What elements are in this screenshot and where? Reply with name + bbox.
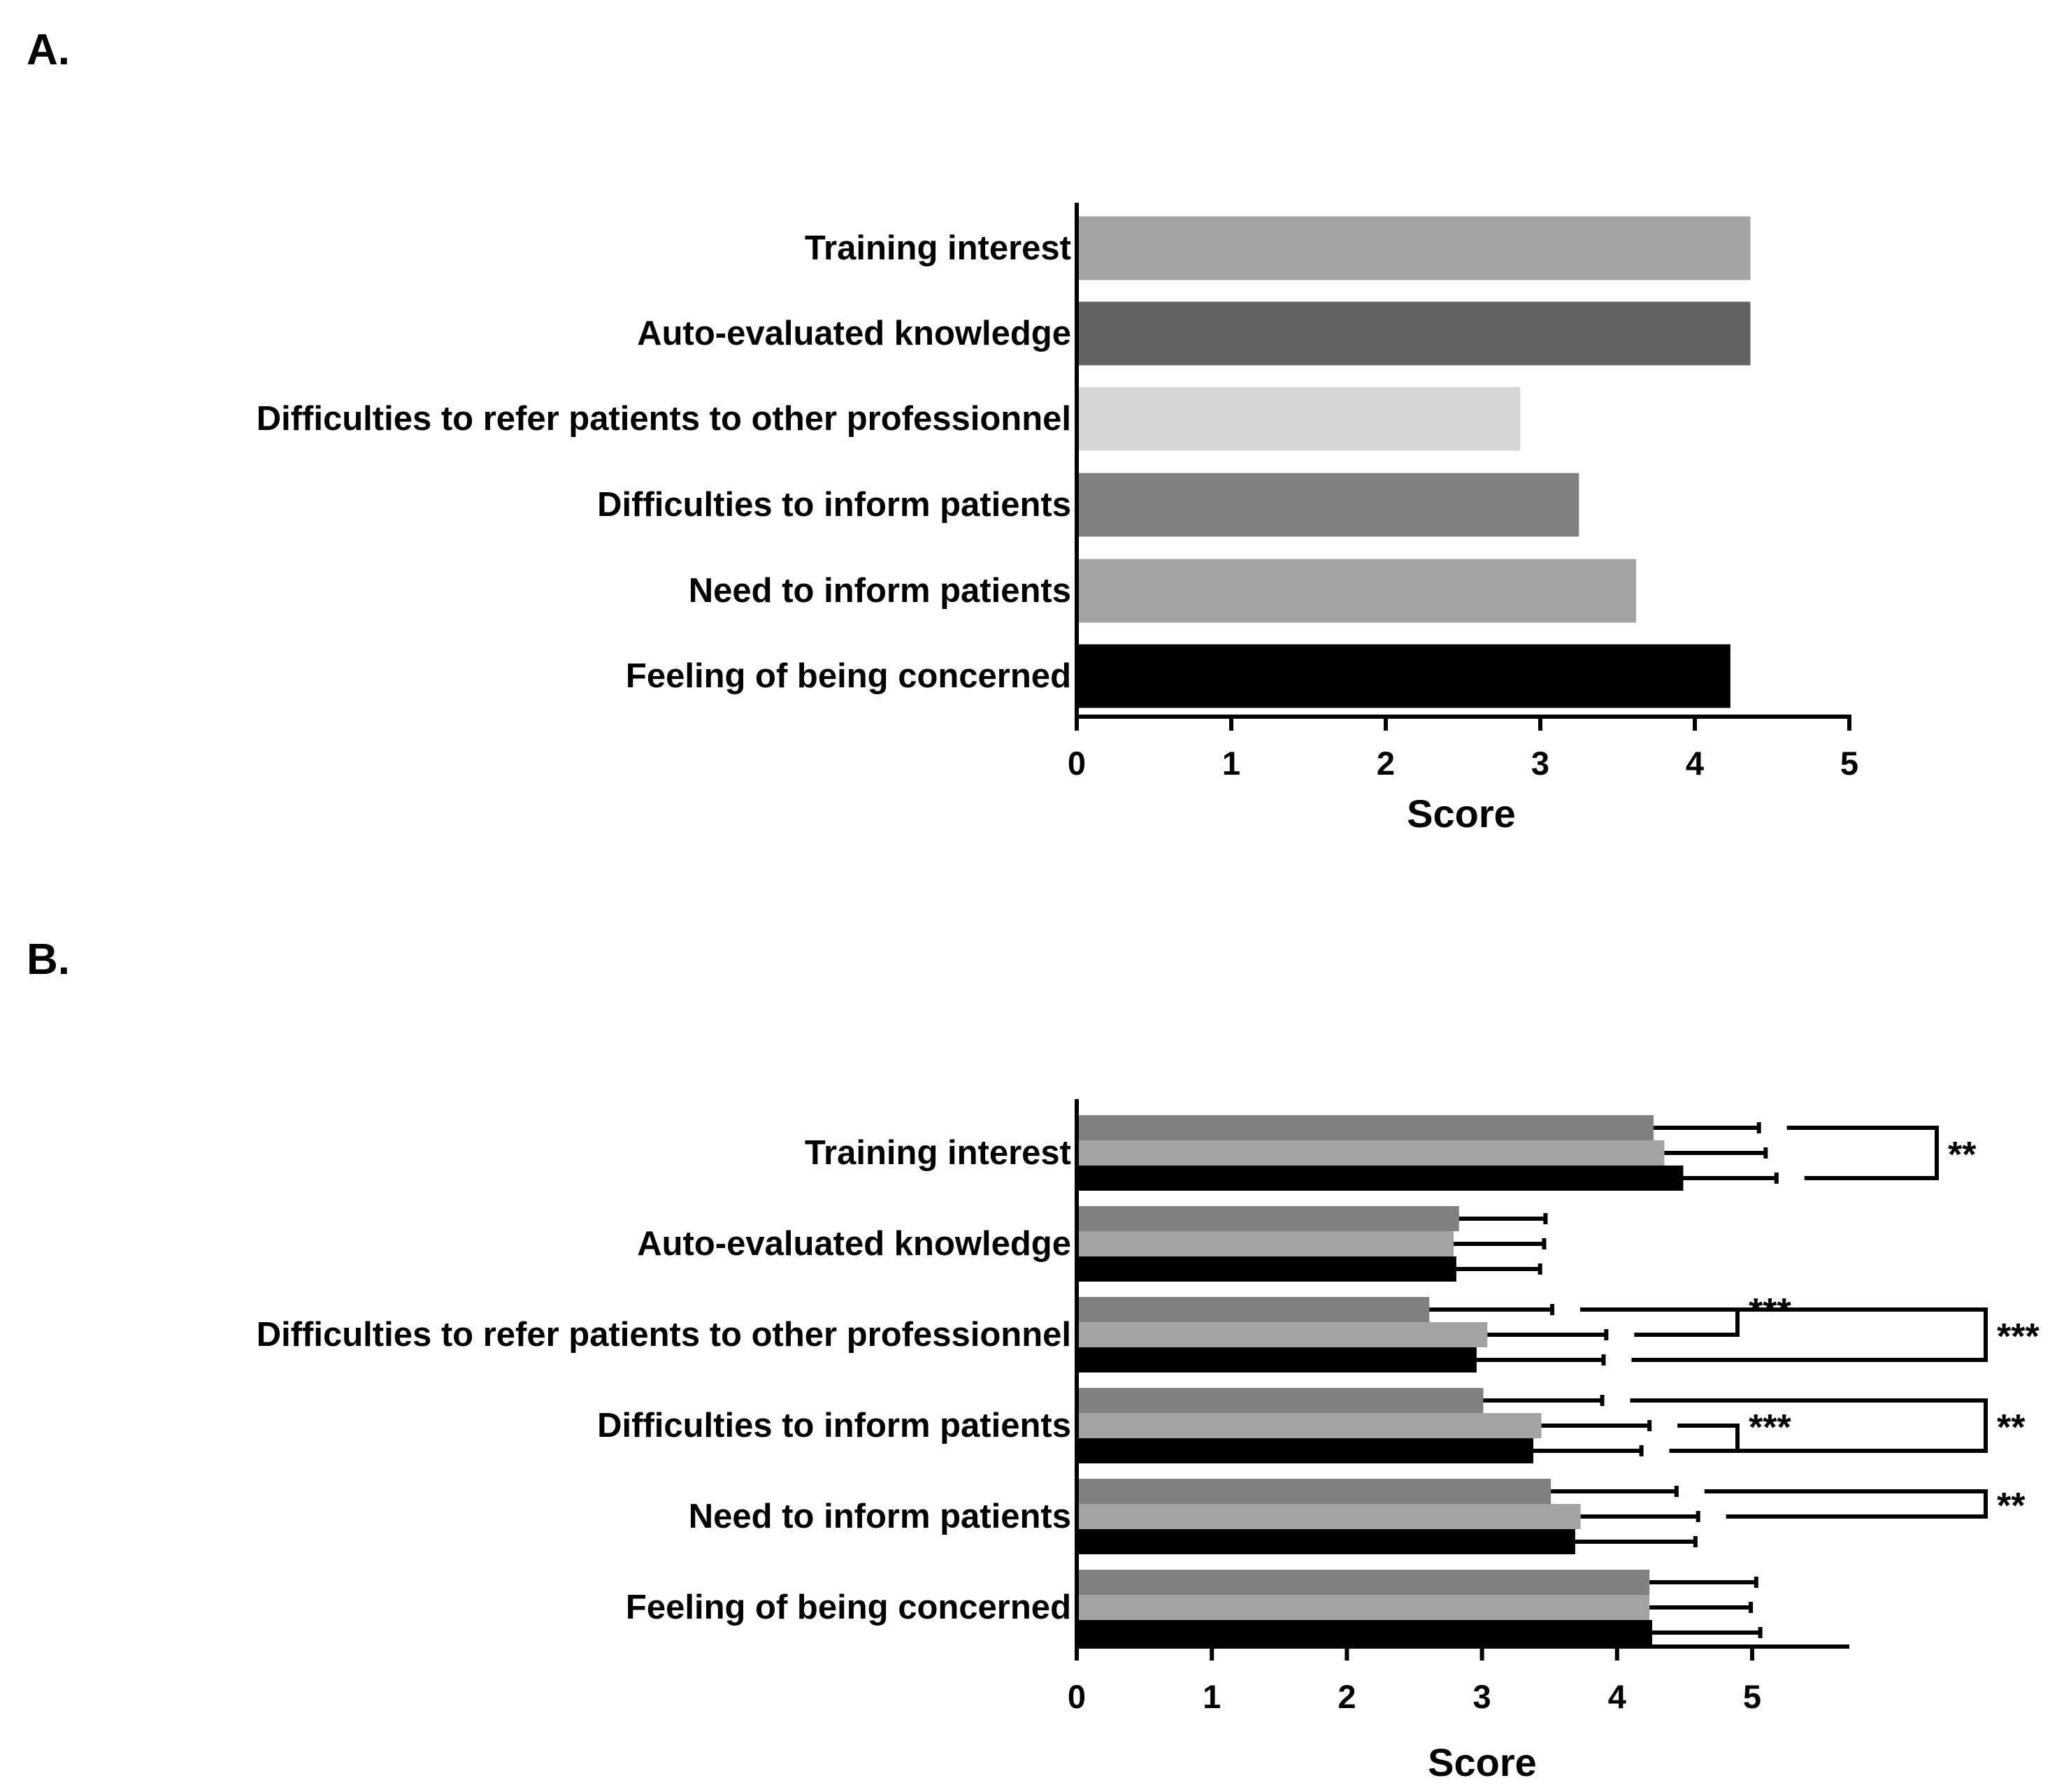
significance-label-3: *** <box>1749 1407 1791 1448</box>
bar-a-3 <box>1077 473 1579 537</box>
significance-bracket-5 <box>1704 1489 1988 1519</box>
x-tick-label-b-5: 5 <box>1743 1678 1761 1715</box>
bar-b-0-0 <box>1077 1115 1654 1140</box>
category-label-b-5: Feeling of being concerned <box>626 1589 1071 1626</box>
bar-b-3-2 <box>1077 1438 1534 1463</box>
category-label-b-2: Difficulties to refer patients to other … <box>257 1316 1071 1354</box>
bar-b-5-0 <box>1077 1570 1650 1595</box>
x-axis-title-b: Score <box>1428 1740 1537 1784</box>
bar-b-5-2 <box>1077 1620 1653 1645</box>
x-tick-label-b-3: 3 <box>1473 1678 1491 1715</box>
bar-b-3-1 <box>1077 1413 1542 1438</box>
bar-b-1-2 <box>1077 1256 1456 1282</box>
x-tick-label-a-2: 2 <box>1377 745 1395 782</box>
bar-b-1-1 <box>1077 1231 1454 1256</box>
category-label-a-4: Need to inform patients <box>689 572 1071 610</box>
x-tick-label-a-1: 1 <box>1222 745 1240 782</box>
significance-label-4: ** <box>1997 1407 2026 1448</box>
category-label-a-1: Auto-evaluated knowledge <box>637 315 1071 352</box>
category-label-a-5: Feeling of being concerned <box>626 657 1071 695</box>
bar-b-5-1 <box>1077 1595 1650 1620</box>
bar-b-0-1 <box>1077 1140 1665 1166</box>
x-tick-label-a-0: 0 <box>1068 745 1086 782</box>
x-tick-label-b-0: 0 <box>1068 1678 1086 1715</box>
category-label-b-1: Auto-evaluated knowledge <box>637 1225 1071 1263</box>
bar-a-1 <box>1077 301 1751 366</box>
significance-bracket-1 <box>1580 1307 1740 1337</box>
panel-label-b: B. <box>27 936 70 984</box>
significance-bracket-4 <box>1630 1398 1988 1453</box>
category-label-a-3: Difficulties to inform patients <box>597 486 1071 524</box>
category-label-b-3: Difficulties to inform patients <box>597 1407 1071 1445</box>
x-tick-label-a-3: 3 <box>1531 745 1549 782</box>
significance-bracket-3 <box>1669 1424 1740 1453</box>
bar-b-2-1 <box>1077 1322 1488 1347</box>
bar-b-0-2 <box>1077 1166 1684 1191</box>
category-label-b-4: Need to inform patients <box>689 1498 1071 1535</box>
bar-b-4-2 <box>1077 1529 1575 1554</box>
significance-label-5: ** <box>1997 1486 2026 1526</box>
x-axis-title-a: Score <box>1407 791 1516 836</box>
category-label-a-0: Training interest <box>805 229 1071 267</box>
significance-label-0: ** <box>1948 1135 1977 1175</box>
category-label-b-0: Training interest <box>805 1134 1071 1172</box>
bar-a-4 <box>1077 559 1637 623</box>
significance-label-2: *** <box>1997 1317 2040 1357</box>
bar-b-4-0 <box>1077 1479 1551 1504</box>
bar-b-2-2 <box>1077 1347 1477 1372</box>
category-label-a-2: Difficulties to refer patients to other … <box>257 400 1071 438</box>
x-tick-label-b-4: 4 <box>1608 1678 1626 1715</box>
bar-a-0 <box>1077 216 1751 280</box>
panel-label-a: A. <box>27 26 70 74</box>
bar-b-2-0 <box>1077 1297 1430 1322</box>
bar-b-1-0 <box>1077 1206 1459 1231</box>
bar-b-4-1 <box>1077 1504 1581 1529</box>
x-tick-label-a-5: 5 <box>1840 745 1858 782</box>
panel-a: A. Training interest Auto-evaluated knowle… <box>27 26 1858 836</box>
bar-a-2 <box>1077 387 1521 451</box>
bar-a-5 <box>1077 644 1730 708</box>
x-tick-label-b-1: 1 <box>1203 1678 1221 1715</box>
significance-bracket-2 <box>1580 1307 1988 1362</box>
significance-bracket-0 <box>1786 1126 1939 1180</box>
panel-b: B. Training interest Auto-evaluated knowle… <box>27 936 2040 1784</box>
bar-b-3-0 <box>1077 1388 1484 1413</box>
x-tick-label-b-2: 2 <box>1338 1678 1356 1715</box>
x-tick-label-a-4: 4 <box>1686 745 1704 782</box>
